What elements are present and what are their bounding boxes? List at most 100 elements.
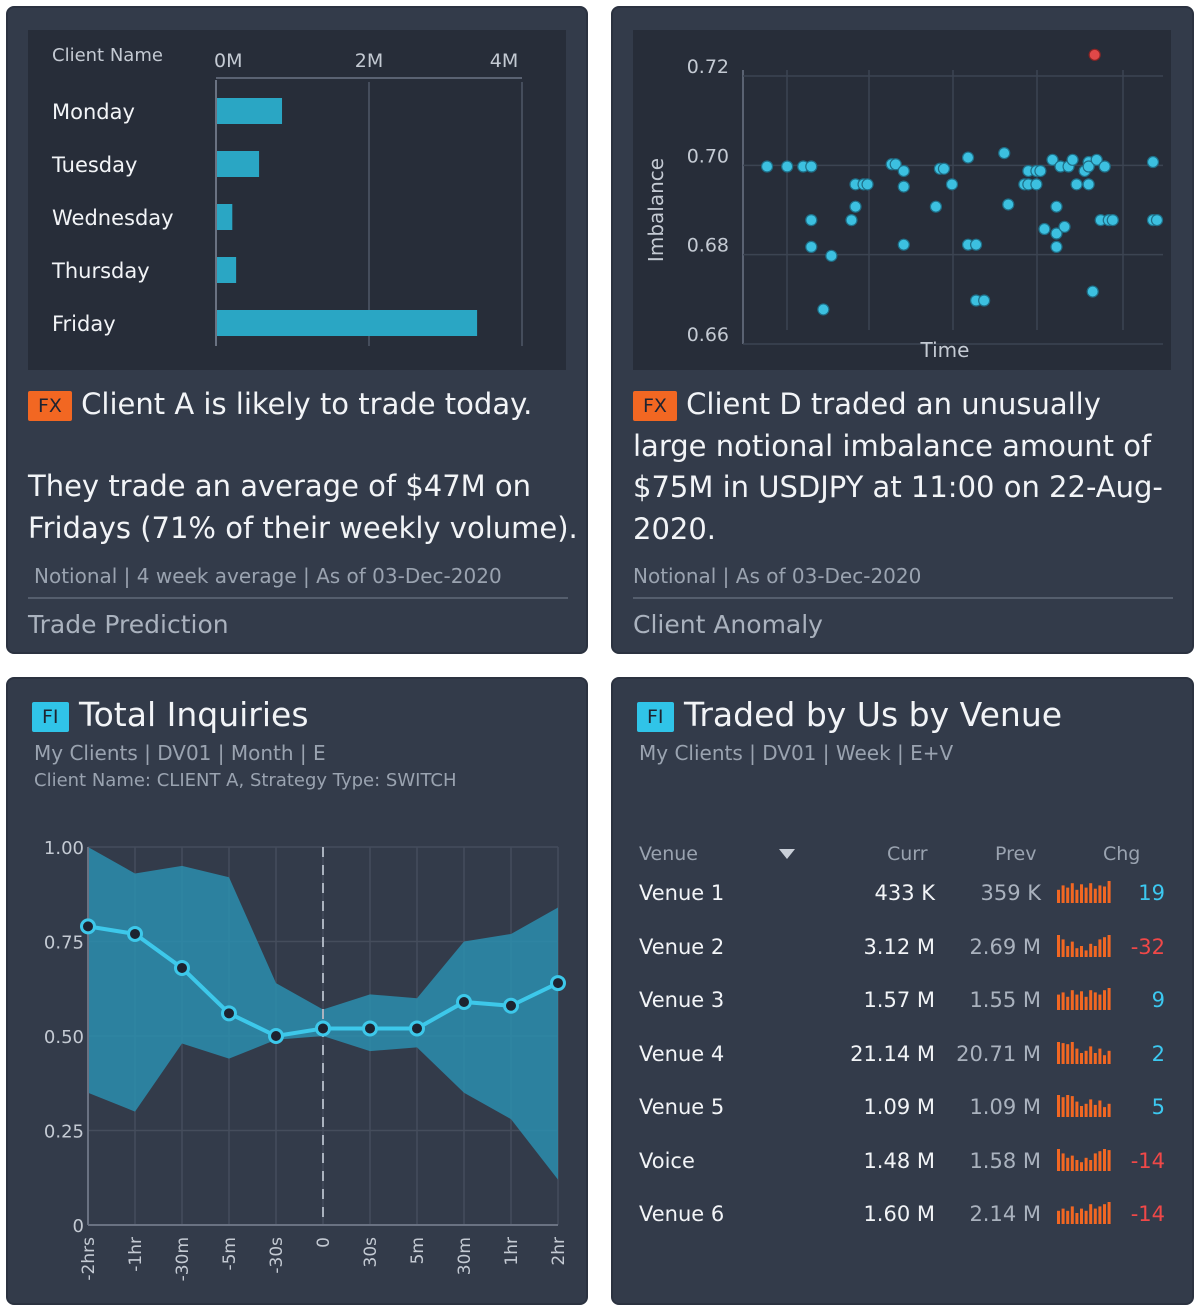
scatter-point [1150,214,1164,227]
headline-text: Client D traded an unusually large notio… [633,387,1163,546]
card-divider [28,597,568,599]
series-point [456,993,472,1010]
sparkline-bar [1057,889,1060,903]
sparkline-bar [1080,1208,1083,1224]
total-inquiries-card[interactable]: FI Total Inquiries My Clients | DV01 | M… [6,677,588,1305]
scatter-point [1090,153,1103,166]
fi-tag: FI [637,701,674,732]
prev-value: 359 K [980,881,1041,905]
sparkline-bar [1075,1213,1079,1224]
sparkline-bar [1061,1097,1065,1117]
bar [217,151,260,177]
sparkline-bar [1107,1149,1111,1171]
bar [217,204,233,230]
anomaly-headline: FX Client D traded an unusually large no… [633,384,1183,550]
scatter-point [1070,178,1083,191]
y-tick-label: 0.72 [687,56,729,78]
anomaly-point [1088,48,1101,61]
card-subtitle: My Clients | DV01 | Week | E+V [639,741,954,765]
table-row[interactable]: Venue 2 3.12 M 2.69 M -32 [637,927,1177,967]
sparkline-bar [1089,990,1093,1010]
sparkline-bar [1070,1096,1074,1117]
sparkline-bar [1080,1052,1083,1064]
sparkline-bar [1080,884,1083,903]
sparkline-bar [1066,1043,1070,1064]
sparkline-bar [1098,1048,1102,1064]
sparkline-bar [1061,885,1065,903]
card-filter-description: Client Name: CLIENT A, Strategy Type: SW… [34,770,457,791]
scatter-point [849,200,862,213]
bar-chart-svg: Client Name 0M 2M 4M Monday Tuesday Wednesday T… [51,45,523,346]
bar-category-label: Tuesday [51,153,137,177]
sparkline-bar [1098,994,1102,1010]
table-row[interactable]: Venue 3 1.57 M 1.55 M 9 [637,980,1177,1020]
scatter-point [998,146,1011,160]
sparkline-bar [1061,938,1065,957]
sparkline-bar [1057,1210,1060,1224]
series-point [127,925,143,942]
x-tick-label: 30m [455,1237,475,1275]
sparkline-bar [1061,992,1065,1010]
sparkline-bar [1089,883,1093,903]
venue-name: Venue 4 [639,1041,725,1066]
sparkline-bar [1070,990,1074,1010]
sparkline-bar [1084,1103,1088,1117]
curr-value: 1.48 M [863,1148,935,1173]
bar-category-label: Wednesday [52,206,174,230]
headline-text: Client A is likely to trade today. [81,387,533,421]
sparkline-bar [1066,887,1070,903]
scatter-point [1106,214,1119,227]
scatter-point [970,238,983,251]
trade-prediction-card[interactable]: Client Name 0M 2M 4M Monday Tuesday Wednesday T… [6,6,588,654]
sparkline-bar [1103,886,1106,903]
sparkline-bar [1066,1210,1070,1224]
scatter-point [897,180,910,193]
column-header-prev[interactable]: Prev [995,843,1037,865]
card-footer-title: Trade Prediction [28,610,229,639]
sparkline-bar [1075,1159,1079,1171]
y-tick-label: 0.68 [687,235,729,257]
x-tick-label: 1hr [502,1237,522,1266]
client-anomaly-card[interactable]: 0.72 0.70 0.68 0.66 Time Imbalance FX Client … [611,6,1194,654]
traded-by-venue-card[interactable]: FI Traded by Us by Venue My Clients | DV… [611,677,1194,1305]
sparkline-bar [1107,881,1111,903]
sparkline-bar [1089,1099,1093,1117]
table-row[interactable]: Voice 1.48 M 1.58 M -14 [637,1141,1177,1181]
change-value: -14 [1130,1202,1165,1226]
sparkline-bar [1093,1208,1097,1224]
x-tick-label: 0M [214,50,242,72]
y-tick-label: 0.66 [687,324,729,346]
change-value: 9 [1151,988,1165,1012]
sparkline-bar [1075,947,1079,957]
x-tick-label: -1hr [126,1237,146,1272]
sparkline-bar [1103,1054,1106,1064]
sparkline-bar [1089,1159,1093,1171]
table-row[interactable]: Venue 4 21.14 M 20.71 M 2 [637,1034,1177,1074]
sparkline-bar [1080,1106,1083,1117]
sparkline-bars [1057,881,1111,903]
table-row[interactable]: Venue 6 1.60 M 2.14 M -14 [637,1194,1177,1234]
curr-value: 3.12 M [863,934,935,959]
fx-tag: FX [633,391,677,421]
curr-value: 1.60 M [863,1202,935,1226]
scatter-point [945,178,959,191]
series-point [362,1020,378,1037]
series-point [268,1028,284,1044]
scatter-point [961,151,975,164]
table-row[interactable]: Venue 5 1.09 M 1.09 M 5 [637,1087,1177,1127]
sparkline-bar [1103,1107,1106,1117]
sparkline-bar [1089,943,1093,957]
sparkline-bar [1107,1050,1111,1064]
column-header-curr[interactable]: Curr [887,843,928,865]
y-tick-label: 1.00 [44,838,84,859]
column-header-venue[interactable]: Venue [639,843,698,865]
sparkline-bar [1103,1204,1106,1224]
title-text: Traded by Us by Venue [684,695,1063,734]
sparkline-bar [1098,938,1102,957]
sparkline-bar [1084,996,1088,1010]
column-header-chg[interactable]: Chg [1103,843,1141,865]
table-row[interactable]: Venue 1 433 K 359 K 19 [637,873,1177,913]
sort-desc-icon[interactable] [779,849,795,859]
prediction-body: They trade an average of $47M on Fridays… [28,469,578,545]
sparkline-bar [1057,994,1060,1010]
